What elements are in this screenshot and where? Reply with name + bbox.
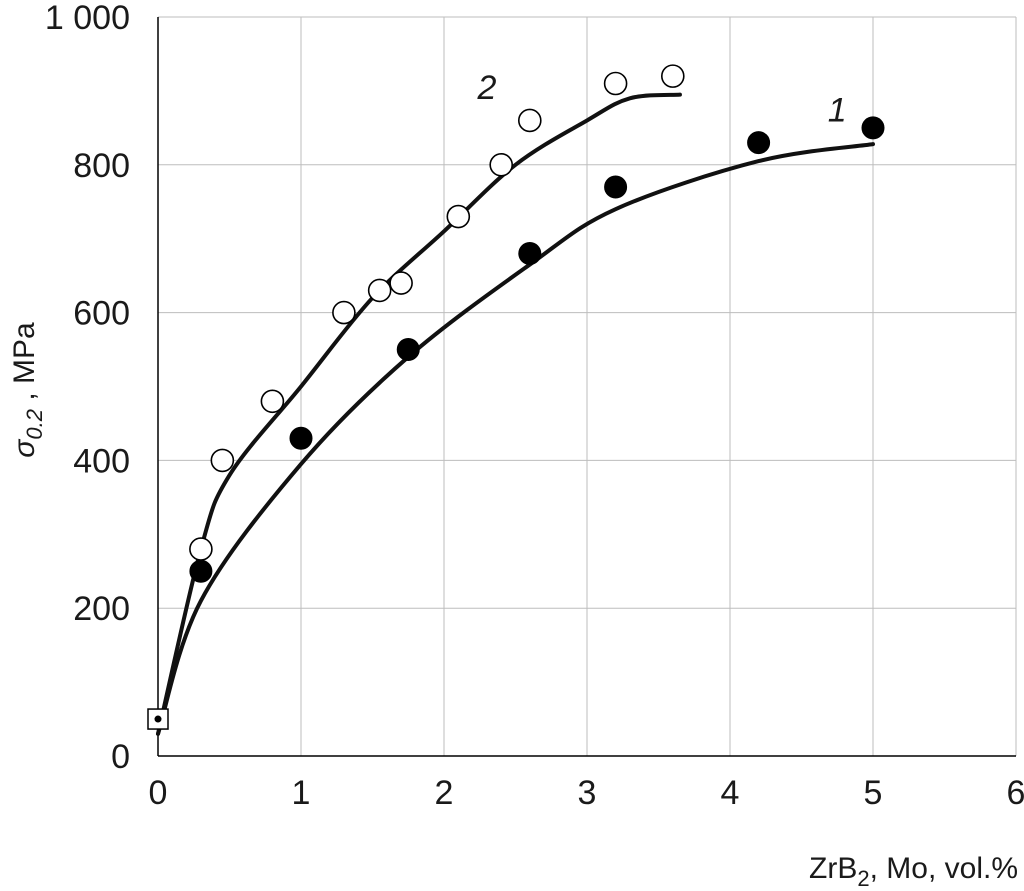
curve-label-1: 1 xyxy=(828,91,847,129)
data-point-2 xyxy=(332,300,356,325)
data-point-1 xyxy=(604,175,628,199)
data-point-2 xyxy=(189,537,213,561)
data-point-1 xyxy=(396,338,420,362)
x-tick-label: 6 xyxy=(1007,774,1024,812)
data-point-2 xyxy=(660,64,685,88)
y-tick-label: 200 xyxy=(73,590,130,628)
fit-curve-1 xyxy=(156,142,875,736)
curve-labels: 12 xyxy=(476,69,846,129)
axes xyxy=(157,17,1016,757)
y-tick-label: 0 xyxy=(111,738,130,776)
data-point-1 xyxy=(861,116,885,140)
data-point-2 xyxy=(603,71,628,96)
data-point-1 xyxy=(747,131,771,155)
reference-point-dot xyxy=(154,715,162,723)
y-tick-label: 400 xyxy=(73,442,130,480)
data-point-1 xyxy=(189,559,213,583)
data-markers xyxy=(147,64,885,730)
grid xyxy=(158,16,1017,756)
y-tick-label: 1 000 xyxy=(45,0,130,37)
x-axis-title: ZrB2, Mo, vol.% xyxy=(809,852,1018,891)
x-tick-label: 0 xyxy=(149,774,168,812)
data-point-2 xyxy=(489,153,514,177)
x-tick-label: 5 xyxy=(864,774,883,812)
x-tick-label: 1 xyxy=(292,774,311,812)
y-tick-label: 600 xyxy=(73,295,130,333)
data-point-2 xyxy=(367,278,392,303)
y-axis-title: σ0.2 , MPa xyxy=(8,322,47,458)
data-point-1 xyxy=(289,426,313,450)
curve-label-2: 2 xyxy=(476,69,496,107)
fit-curve-2 xyxy=(156,92,682,736)
x-tick-label: 3 xyxy=(578,774,597,812)
data-point-2 xyxy=(210,448,235,473)
y-tick-label: 800 xyxy=(73,147,130,185)
data-point-2 xyxy=(446,204,471,229)
x-tick-label: 2 xyxy=(435,774,454,812)
data-point-2 xyxy=(517,108,542,133)
data-point-2 xyxy=(260,389,285,414)
fit-curves xyxy=(156,92,875,736)
data-point-2 xyxy=(389,271,413,295)
x-tick-label: 4 xyxy=(721,774,740,812)
data-point-1 xyxy=(518,241,542,265)
